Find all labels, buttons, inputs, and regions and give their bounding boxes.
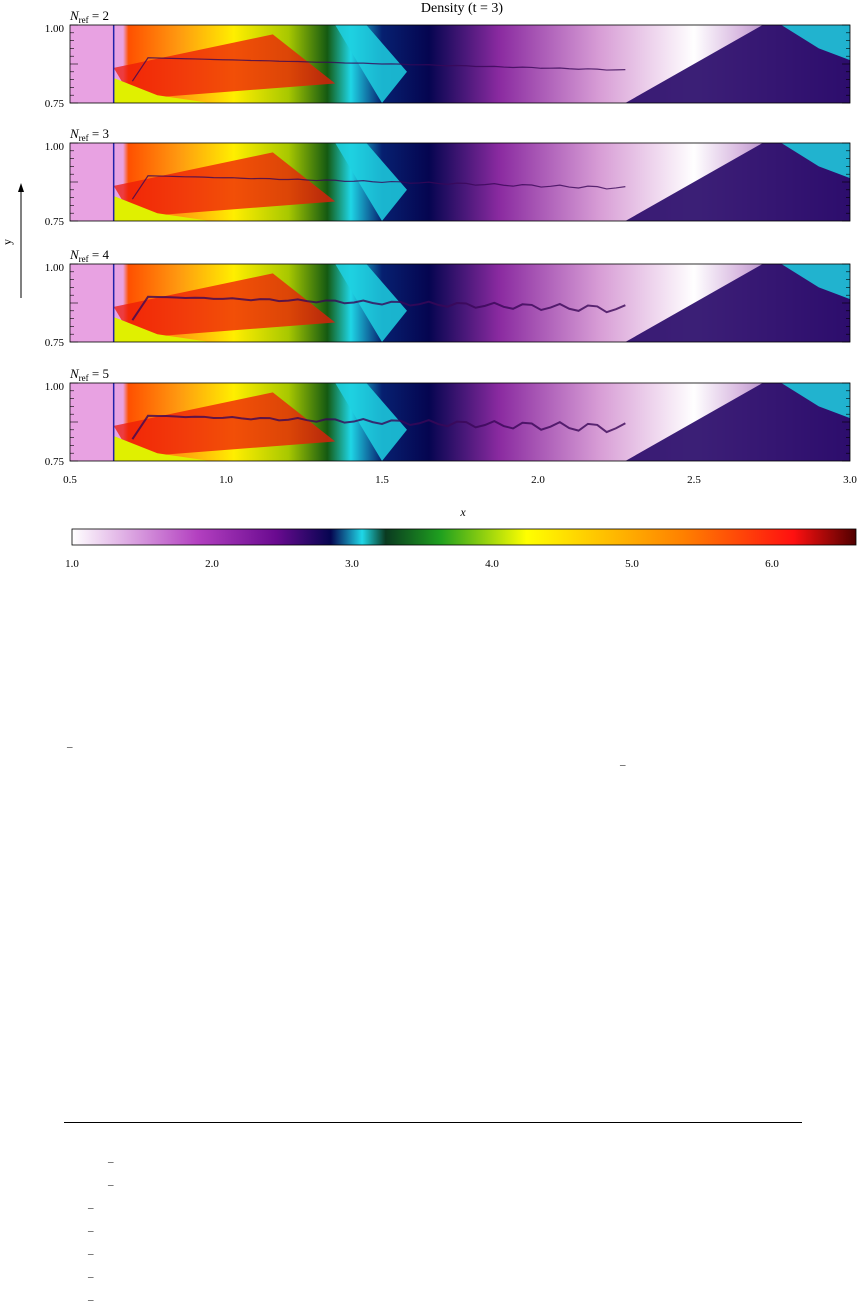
y-tick-label: 1.00 — [45, 23, 65, 35]
oblique-shock-region — [625, 383, 850, 461]
x-tick-label: 1.5 — [375, 474, 389, 486]
text-fragment: – — [88, 1202, 94, 1214]
panel-label: Nref = 4 — [69, 247, 110, 264]
y-tick-label: 1.00 — [45, 381, 65, 393]
text-fragment: – — [67, 741, 73, 753]
density-panel: Nref = 4 1.00 0.75 — [45, 247, 851, 349]
x-tick-label: 2.5 — [687, 474, 701, 486]
footnote-rule — [64, 1122, 802, 1123]
y-tick-label: 1.00 — [45, 262, 65, 274]
post-shock-region — [113, 317, 211, 342]
high-density-wedge — [113, 152, 336, 218]
high-density-wedge — [113, 34, 336, 100]
y-tick-label: 0.75 — [45, 98, 65, 110]
post-shock-region — [113, 436, 211, 461]
post-shock-region — [113, 78, 211, 103]
text-fragment: – — [620, 759, 626, 771]
colorbar-tick-labels: 1.0 2.0 3.0 4.0 5.0 6.0 — [65, 558, 779, 570]
colorbar-tick-label: 5.0 — [625, 558, 639, 570]
y-tick-label: 0.75 — [45, 456, 65, 468]
density-panel: Nref = 5 1.00 0.75 — [45, 366, 851, 468]
text-fragment: – — [88, 1248, 94, 1260]
text-fragment: – — [88, 1271, 94, 1283]
x-tick-label: 2.0 — [531, 474, 545, 486]
high-density-wedge — [113, 392, 336, 458]
slip-line — [131, 295, 626, 321]
text-fragment: – — [108, 1156, 114, 1168]
panel-label: Nref = 5 — [69, 366, 109, 383]
jet-region — [781, 143, 850, 179]
y-tick-label: 0.75 — [45, 216, 65, 228]
oblique-shock-region — [625, 264, 850, 342]
density-panel: Nref = 3 1.00 0.75 — [45, 126, 851, 228]
colorbar — [71, 528, 857, 546]
colorbar-tick-label: 2.0 — [205, 558, 219, 570]
text-fragment: – — [108, 1179, 114, 1191]
oblique-shock-region — [625, 25, 850, 103]
x-tick-label: 3.0 — [843, 474, 857, 486]
y-axis-label: y — [0, 239, 14, 245]
jet-region — [781, 383, 850, 419]
colorbar-tick-label: 6.0 — [765, 558, 779, 570]
text-fragment: – — [88, 1294, 94, 1306]
jet-region — [781, 25, 850, 61]
x-tick-label: 0.5 — [63, 474, 77, 486]
x-axis-label: x — [459, 505, 466, 519]
slip-line — [131, 414, 626, 440]
y-axis-arrowhead — [18, 183, 24, 192]
density-panel: Nref = 2 1.00 0.75 — [45, 8, 851, 110]
text-fragment: – — [88, 1225, 94, 1237]
y-tick-label: 1.00 — [45, 141, 65, 153]
slip-line — [131, 57, 626, 82]
x-tick-label: 1.0 — [219, 474, 233, 486]
y-tick-label: 0.75 — [45, 337, 65, 349]
panel-label: Nref = 3 — [69, 126, 109, 143]
oblique-shock-region — [625, 143, 850, 221]
figure-title: Density (t = 3) — [421, 1, 503, 16]
colorbar-tick-label: 1.0 — [65, 558, 79, 570]
x-tick-labels: 0.5 1.0 1.5 2.0 2.5 3.0 — [63, 474, 857, 486]
post-shock-region — [113, 196, 211, 221]
panel-label: Nref = 2 — [69, 8, 109, 25]
colorbar-tick-label: 3.0 — [345, 558, 359, 570]
colorbar-tick-label: 4.0 — [485, 558, 499, 570]
slip-line — [131, 175, 626, 200]
high-density-wedge — [113, 273, 336, 339]
jet-region — [781, 264, 850, 300]
